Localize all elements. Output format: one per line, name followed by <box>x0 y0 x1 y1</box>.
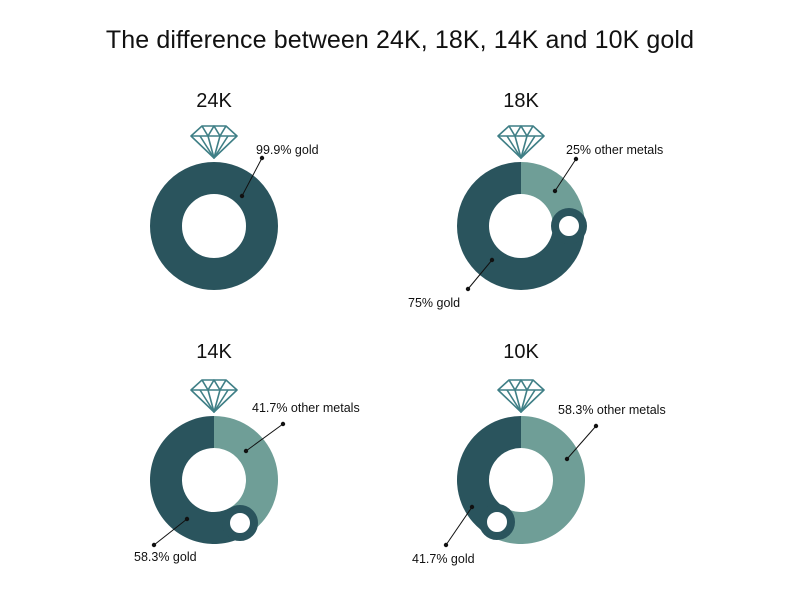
data-label-10k-0: 58.3% other metals <box>558 403 666 417</box>
stone-setting-18k <box>551 208 587 244</box>
diamond-icon <box>497 379 545 413</box>
callout-dot-end-14k-0 <box>280 421 286 427</box>
slice-14k-gold <box>150 416 246 544</box>
chart-title-14k: 14K <box>196 341 232 363</box>
callout-line-10k-1 <box>445 506 473 546</box>
callout-dot-end-18k-1 <box>465 286 471 292</box>
stone-setting-10k <box>479 504 515 540</box>
callout-line-18k-0 <box>554 158 577 192</box>
slice-14k-other-metals <box>214 416 279 536</box>
callout-dot-end-10k-0 <box>593 423 599 429</box>
callout-dot-14k-1 <box>184 516 190 522</box>
callout-line-14k-1 <box>153 518 188 546</box>
callout-dot-end-14k-1 <box>151 542 157 548</box>
chart-title-18k: 18K <box>503 90 539 112</box>
slice-24k-gold <box>150 162 278 290</box>
data-label-14k-0: 41.7% other metals <box>252 401 360 415</box>
callout-dot-14k-0 <box>243 448 249 454</box>
callout-dot-end-18k-0 <box>573 156 579 162</box>
diamond-icon <box>190 125 238 159</box>
stone-setting-14k <box>222 505 258 541</box>
callout-line-24k-0 <box>241 157 263 197</box>
callout-dot-18k-1 <box>489 257 495 263</box>
callout-line-10k-0 <box>566 425 597 460</box>
data-label-24k-0: 99.9% gold <box>256 143 319 157</box>
slice-10k-other-metals <box>489 416 585 544</box>
callout-dot-10k-1 <box>469 504 475 510</box>
callout-dot-18k-0 <box>552 188 558 194</box>
data-label-14k-1: 58.3% gold <box>134 550 197 564</box>
callout-dot-10k-0 <box>564 456 570 462</box>
diamond-icon <box>497 125 545 159</box>
data-label-18k-0: 25% other metals <box>566 143 663 157</box>
data-label-18k-1: 75% gold <box>408 296 460 310</box>
chart-title-24k: 24K <box>196 90 232 112</box>
callout-line-18k-1 <box>467 259 493 290</box>
callout-dot-24k-0 <box>239 193 245 199</box>
slice-18k-gold <box>457 162 585 290</box>
chart-title-10k: 10K <box>503 341 539 363</box>
page-title: The difference between 24K, 18K, 14K and… <box>105 26 695 54</box>
callout-dot-end-24k-0 <box>259 155 265 161</box>
callout-line-14k-0 <box>245 423 284 452</box>
data-label-10k-1: 41.7% gold <box>412 552 475 566</box>
diamond-icon <box>190 379 238 413</box>
callout-dot-end-10k-1 <box>443 542 449 548</box>
